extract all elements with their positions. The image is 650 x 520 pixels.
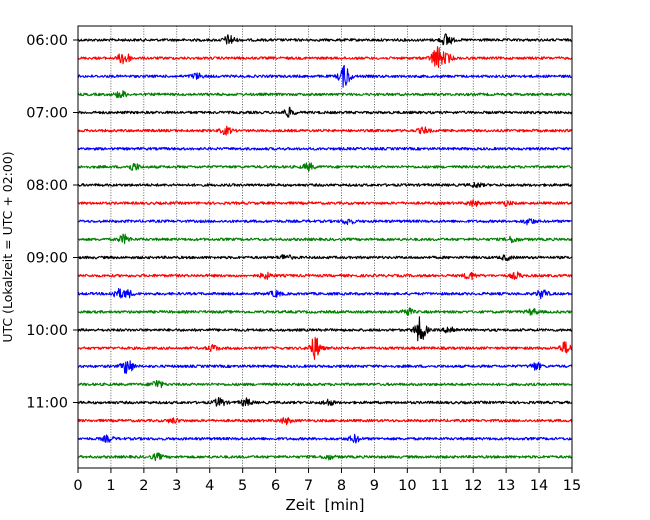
trace-0945 (77, 307, 573, 316)
trace-0830 (77, 218, 573, 226)
x-tick-label: 5 (238, 478, 247, 494)
trace-0715 (77, 125, 573, 136)
x-tick-label: 7 (304, 478, 313, 494)
trace-1115 (77, 416, 573, 426)
y-axis-label: UTC (Lokalzeit = UTC + 02:00) (0, 151, 15, 342)
trace-1030 (77, 360, 573, 374)
trace-0930 (77, 287, 573, 300)
trace-1045 (77, 379, 573, 389)
y-axis-ticks: 06:00 07:00 08:00 09:00 10:00 11:00 (26, 33, 78, 412)
plot-frame (77, 25, 573, 469)
x-axis-label: Zeit [min] (285, 496, 364, 514)
x-tick-label: 11 (431, 478, 449, 494)
x-tick-label: 14 (530, 478, 548, 494)
x-tick-label: 8 (337, 478, 346, 494)
trace-0745 (77, 162, 573, 172)
trace-0730 (77, 146, 573, 151)
x-tick-label: 1 (106, 478, 115, 494)
trace-0645 (77, 89, 573, 99)
y-tick-label: 07:00 (26, 106, 68, 122)
trace-layer (77, 33, 573, 462)
x-tick-label: 3 (172, 478, 181, 494)
trace-0815 (77, 199, 573, 208)
x-tick-label: 13 (497, 478, 515, 494)
trace-0845 (77, 233, 573, 245)
x-tick-label: 15 (563, 478, 581, 494)
y-tick-label: 08:00 (26, 178, 68, 194)
trace-0630 (77, 64, 573, 88)
trace-1100 (77, 397, 573, 407)
x-tick-label: 6 (271, 478, 280, 494)
trace-1130 (77, 433, 573, 444)
x-tick-label: 2 (139, 478, 148, 494)
trace-0600 (77, 33, 573, 46)
vertical-grid (110, 26, 540, 468)
y-tick-label: 09:00 (26, 251, 68, 267)
y-tick-label: 06:00 (26, 33, 68, 49)
trace-0615 (77, 46, 573, 68)
trace-1000 (77, 316, 573, 342)
trace-0700 (77, 106, 573, 118)
x-axis-ticks: 0 1 2 3 4 5 6 7 8 9 10 11 12 13 14 15 (73, 468, 581, 494)
x-tick-label: 4 (205, 478, 214, 494)
y-tick-label: 11:00 (26, 396, 68, 412)
plot-area-background (78, 26, 572, 468)
x-tick-label: 12 (464, 478, 482, 494)
x-tick-label: 0 (73, 478, 82, 494)
trace-0915 (77, 271, 573, 281)
trace-1145 (77, 452, 573, 462)
trace-1015 (77, 336, 573, 360)
trace-0800 (77, 182, 573, 189)
x-tick-label: 9 (370, 478, 379, 494)
trace-0900 (77, 254, 573, 262)
y-tick-label: 10:00 (26, 323, 68, 339)
x-tick-label: 10 (398, 478, 416, 494)
